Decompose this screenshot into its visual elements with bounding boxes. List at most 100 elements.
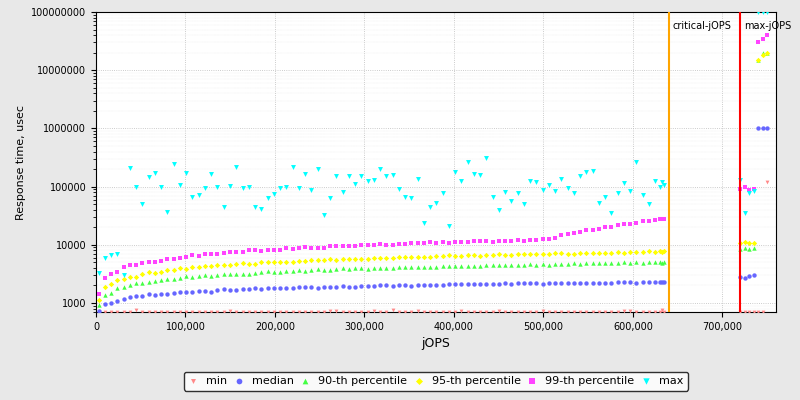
99-th percentile bbox=[198, 251, 211, 258]
95-th percentile bbox=[642, 248, 655, 255]
99-th percentile bbox=[155, 258, 168, 264]
90-th percentile bbox=[761, 50, 774, 56]
median bbox=[180, 289, 193, 296]
90-th percentile bbox=[449, 263, 462, 269]
95-th percentile bbox=[123, 274, 136, 280]
min bbox=[167, 309, 180, 315]
90-th percentile bbox=[598, 260, 611, 266]
max bbox=[511, 190, 524, 196]
99-th percentile bbox=[524, 237, 537, 243]
median bbox=[155, 291, 168, 297]
min bbox=[480, 309, 493, 315]
min bbox=[336, 309, 349, 315]
max bbox=[130, 184, 142, 190]
median bbox=[536, 281, 549, 287]
median bbox=[167, 290, 180, 297]
min bbox=[318, 309, 330, 315]
90-th percentile bbox=[192, 272, 205, 279]
Text: critical-jOPS: critical-jOPS bbox=[672, 21, 731, 31]
median bbox=[658, 279, 670, 285]
99-th percentile bbox=[555, 232, 568, 238]
median bbox=[493, 280, 506, 287]
95-th percentile bbox=[418, 253, 430, 260]
max bbox=[567, 190, 580, 196]
min bbox=[649, 309, 662, 315]
median bbox=[305, 283, 318, 290]
95-th percentile bbox=[261, 259, 274, 265]
min bbox=[355, 309, 368, 315]
99-th percentile bbox=[142, 259, 155, 266]
99-th percentile bbox=[530, 236, 543, 243]
90-th percentile bbox=[205, 273, 218, 279]
median bbox=[505, 281, 518, 287]
max bbox=[636, 192, 649, 198]
90-th percentile bbox=[230, 271, 242, 278]
min bbox=[586, 309, 599, 315]
95-th percentile bbox=[318, 256, 330, 263]
90-th percentile bbox=[518, 262, 530, 268]
max bbox=[442, 223, 455, 229]
min bbox=[605, 309, 618, 315]
99-th percentile bbox=[411, 240, 424, 247]
max bbox=[292, 185, 305, 192]
median bbox=[267, 285, 280, 291]
median bbox=[298, 284, 311, 290]
90-th percentile bbox=[455, 263, 468, 269]
median bbox=[562, 280, 574, 287]
95-th percentile bbox=[658, 248, 670, 255]
90-th percentile bbox=[405, 263, 418, 270]
95-th percentile bbox=[236, 260, 249, 267]
99-th percentile bbox=[636, 218, 649, 224]
90-th percentile bbox=[530, 261, 543, 268]
95-th percentile bbox=[142, 269, 155, 275]
90-th percentile bbox=[586, 260, 599, 266]
max bbox=[211, 184, 224, 190]
median bbox=[105, 300, 118, 306]
median bbox=[611, 279, 624, 285]
90-th percentile bbox=[555, 261, 568, 268]
min bbox=[618, 308, 630, 314]
99-th percentile bbox=[186, 252, 199, 258]
max bbox=[449, 168, 462, 175]
90-th percentile bbox=[393, 264, 406, 270]
min bbox=[267, 309, 280, 315]
median bbox=[642, 278, 655, 285]
99-th percentile bbox=[505, 238, 518, 244]
max bbox=[430, 200, 442, 206]
min bbox=[761, 179, 774, 185]
max bbox=[149, 169, 162, 176]
99-th percentile bbox=[734, 186, 746, 192]
95-th percentile bbox=[756, 52, 769, 58]
95-th percentile bbox=[386, 255, 399, 261]
median bbox=[549, 280, 562, 286]
95-th percentile bbox=[398, 254, 411, 261]
99-th percentile bbox=[398, 241, 411, 247]
95-th percentile bbox=[530, 250, 543, 257]
min bbox=[361, 309, 374, 315]
95-th percentile bbox=[449, 252, 462, 259]
min bbox=[455, 308, 468, 314]
max bbox=[155, 184, 168, 190]
99-th percentile bbox=[205, 251, 218, 257]
95-th percentile bbox=[198, 263, 211, 269]
max bbox=[192, 192, 205, 198]
max bbox=[630, 159, 643, 166]
99-th percentile bbox=[542, 236, 555, 242]
max bbox=[593, 200, 606, 206]
95-th percentile bbox=[555, 250, 568, 256]
min bbox=[349, 309, 362, 315]
90-th percentile bbox=[756, 50, 769, 56]
90-th percentile bbox=[342, 266, 355, 272]
max bbox=[580, 168, 593, 175]
median bbox=[586, 280, 599, 286]
min bbox=[411, 308, 424, 315]
median bbox=[756, 125, 769, 132]
90-th percentile bbox=[562, 261, 574, 267]
95-th percentile bbox=[549, 250, 562, 256]
min bbox=[105, 309, 118, 315]
90-th percentile bbox=[658, 259, 670, 265]
max bbox=[255, 206, 268, 212]
99-th percentile bbox=[442, 240, 455, 246]
min bbox=[518, 309, 530, 315]
median bbox=[236, 286, 249, 292]
